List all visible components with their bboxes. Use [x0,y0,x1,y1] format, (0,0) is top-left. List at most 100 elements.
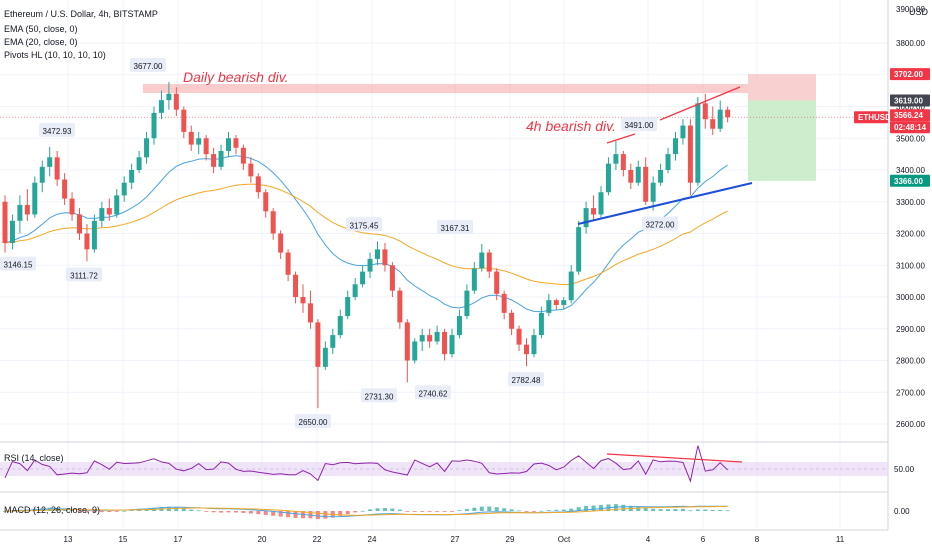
macd-histogram-bar [174,507,179,511]
indicator-ema20-legend[interactable]: EMA (20, close, 0) [4,37,78,47]
price-tick: 3400.00 [896,166,925,175]
macd-histogram-bar [278,511,283,517]
macd-histogram-bar [561,509,566,511]
rsi-label[interactable]: RSI (14, close) [4,453,64,463]
divergence-line [606,133,636,144]
macd-histogram-bar [680,508,685,511]
candle-body [591,208,597,215]
pivot-label-bg [39,122,75,137]
macd-histogram-bar [181,508,186,511]
macd-histogram-bar [204,511,209,512]
macd-histogram-bar [531,511,536,512]
macd-label[interactable]: MACD (12, 26, close, 9) [4,505,101,515]
price-scale[interactable]: 2600.00 2700.00 2800.00 2900.00 3000.00 3100.… [896,5,925,429]
price-tick: 2600.00 [896,420,925,429]
candle-body [442,331,448,355]
candle-body [47,157,53,167]
candle-body [665,154,671,170]
macd-histogram-bar [315,511,320,520]
macd-histogram-bar [450,511,454,512]
candle-body [345,297,351,317]
time-tick: 20 [258,535,267,544]
target-zone [748,74,816,101]
candle-body [24,204,30,215]
macd-histogram-bar [375,508,380,511]
candle-body [434,331,440,342]
candle-body [315,322,321,367]
macd-histogram-bar [368,509,373,511]
price-tick: 3800.00 [896,39,925,48]
macd-histogram-bar [621,504,626,511]
pivot-label-bg [621,117,657,132]
macd-histogram-bar [286,511,291,518]
time-tick: 24 [368,535,377,544]
macd-histogram-bar [271,511,276,516]
last-price-badge: 3566.24 [894,111,923,120]
stop-badge-bg [890,174,930,187]
candle-body [136,157,142,170]
candle-body [173,93,179,110]
macd-histogram-bar [584,505,589,511]
pivot-label-bg [66,267,102,282]
candle-body [673,138,678,155]
macd-histogram-bar [442,511,447,512]
time-tick: 22 [313,535,322,544]
candle-body [106,208,112,215]
candles [2,82,731,409]
macd-histogram-bar [636,506,641,511]
price-tick: 2700.00 [896,388,925,397]
candle-body [658,170,664,183]
candle-body [419,335,425,342]
pivot-label: 2731.30 [365,392,394,401]
candle-body [9,220,15,244]
macd-histogram-bar [233,511,238,513]
candle-body [449,335,455,355]
candle-body [553,300,559,305]
time-scale[interactable]: 13 15 17 20 22 24 27 29 Oct 4 6 8 11 [64,535,845,544]
moving-averages [4,155,728,313]
rsi-pane: 50.00 [0,445,915,483]
candle-body [710,119,716,129]
pivot-label: 2740.62 [419,389,448,398]
indicator-pivots-legend[interactable]: Pivots HL (10, 10, 10, 10) [4,50,106,60]
pivot-label: 3146.15 [4,261,33,270]
macd-histogram-bar [382,508,387,511]
candle-body [501,293,507,313]
candle-body [576,227,582,272]
candle-body [464,290,470,317]
indicator-ema50-legend[interactable]: EMA (50, close, 0) [4,24,78,34]
pivot-label: 3472.93 [43,127,72,136]
macd-histogram-bar [256,511,261,515]
candle-body [360,271,366,285]
time-tick: 27 [451,535,460,544]
macd-histogram-bar [457,510,462,512]
macd-histogram-bar [569,508,574,511]
target-badge: 3702.00 [894,70,923,79]
time-tick: 13 [64,535,73,544]
macd-histogram-bar [435,511,440,512]
candle-body [39,166,45,183]
candle-body [203,138,209,155]
macd-histogram-bar [226,511,231,513]
candle-body [188,131,194,145]
symbol-badge: ETHUSD [858,113,891,122]
candle-body [270,211,276,234]
candle-body [218,150,224,167]
countdown-badge: 02:48:14 [894,123,927,132]
annotation-daily-div: Daily bearish div. [183,69,289,85]
macd-histogram-bar [517,510,522,512]
candle-body [412,341,418,361]
pivot-label-bg [346,217,382,232]
candle-body [2,201,8,244]
countdown-badge-bg [890,121,930,134]
candle-body [121,182,127,196]
time-tick: Oct [558,535,571,544]
price-tick: 3200.00 [896,230,925,239]
trend-lines [577,86,753,225]
macd-histogram-bar [353,511,358,513]
macd-histogram-bar [725,510,730,512]
candle-body [69,198,75,215]
macd-histogram-bar [673,509,678,511]
